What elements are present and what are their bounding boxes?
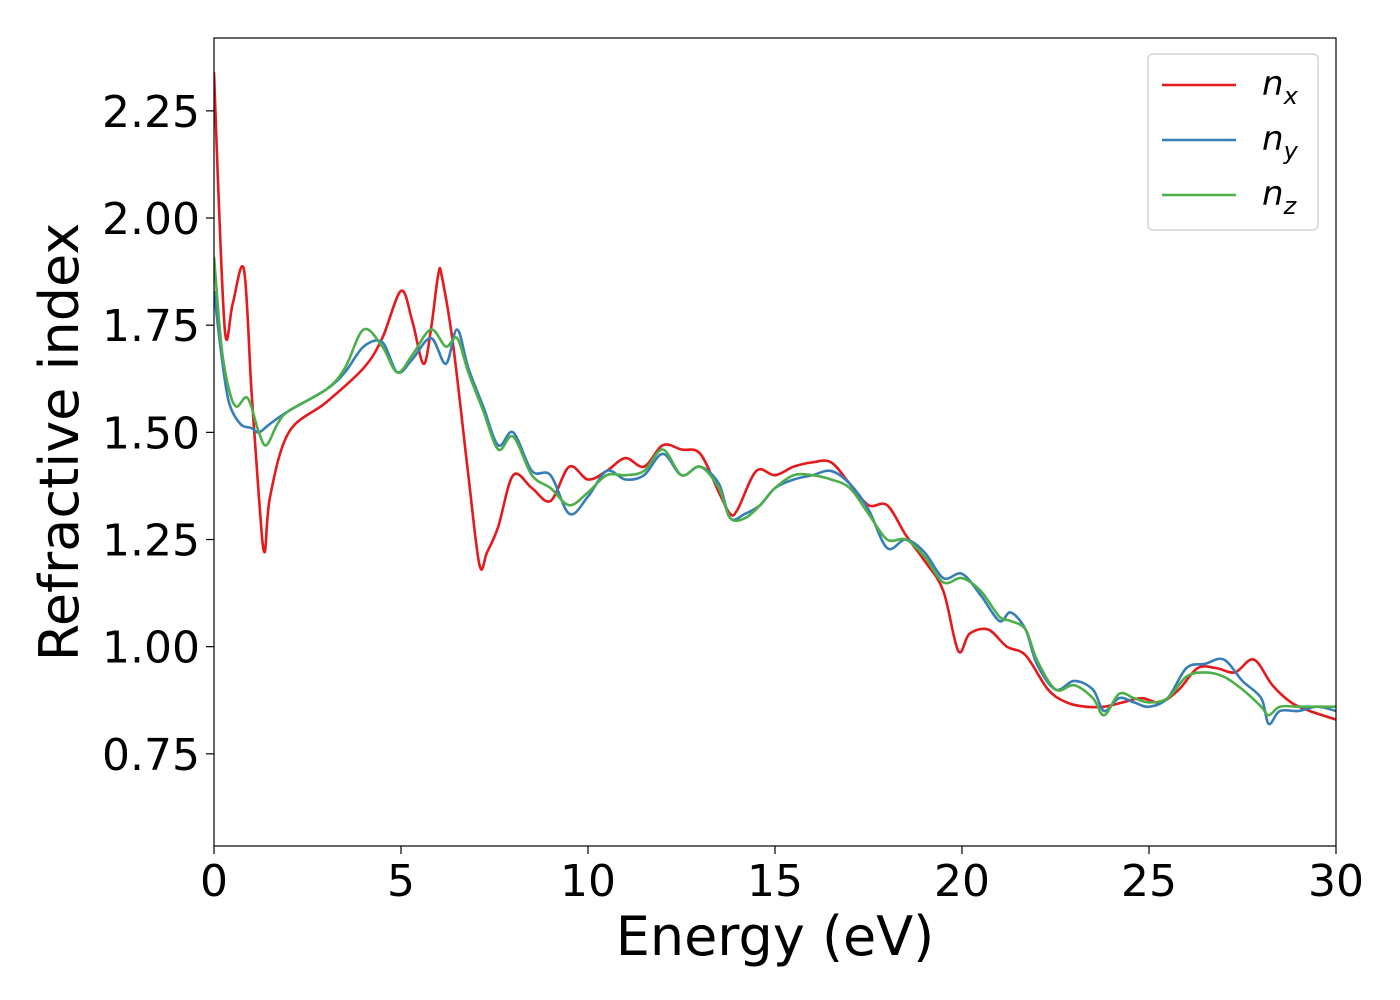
- y-axis-title: Refractive index: [28, 223, 91, 662]
- series-line-ny: [214, 290, 1336, 726]
- x-tick-label: 0: [200, 856, 228, 907]
- x-tick-label: 5: [387, 856, 415, 907]
- x-tick-label: 25: [1121, 856, 1177, 907]
- y-axis: 0.75 1.00 1.25 1.50 1.75 2.00 2.25: [102, 87, 214, 781]
- legend: nx ny nz: [1147, 53, 1319, 231]
- legend-box: [1147, 53, 1319, 231]
- legend-label: ny: [1262, 119, 1299, 165]
- legend-label: nx: [1262, 64, 1299, 110]
- x-tick-label: 20: [934, 856, 990, 907]
- y-tick-label: 2.00: [102, 194, 200, 245]
- y-tick-label: 1.25: [102, 516, 200, 567]
- y-tick-label: 1.50: [102, 408, 200, 459]
- y-tick-label: 2.25: [102, 87, 200, 138]
- x-tick-label: 15: [747, 856, 803, 907]
- y-tick-label: 0.75: [102, 730, 200, 781]
- y-tick-label: 1.75: [102, 301, 200, 352]
- x-tick-label: 10: [560, 856, 616, 907]
- series-line-nz: [214, 256, 1336, 717]
- plot-lines: [214, 72, 1336, 726]
- legend-label: nz: [1262, 174, 1298, 220]
- series-line-nx: [214, 72, 1336, 721]
- x-axis: 0 5 10 15 20 25 30: [200, 846, 1364, 907]
- y-tick-label: 1.00: [102, 623, 200, 674]
- x-axis-title: Energy (eV): [616, 905, 935, 968]
- x-tick-label: 30: [1308, 856, 1364, 907]
